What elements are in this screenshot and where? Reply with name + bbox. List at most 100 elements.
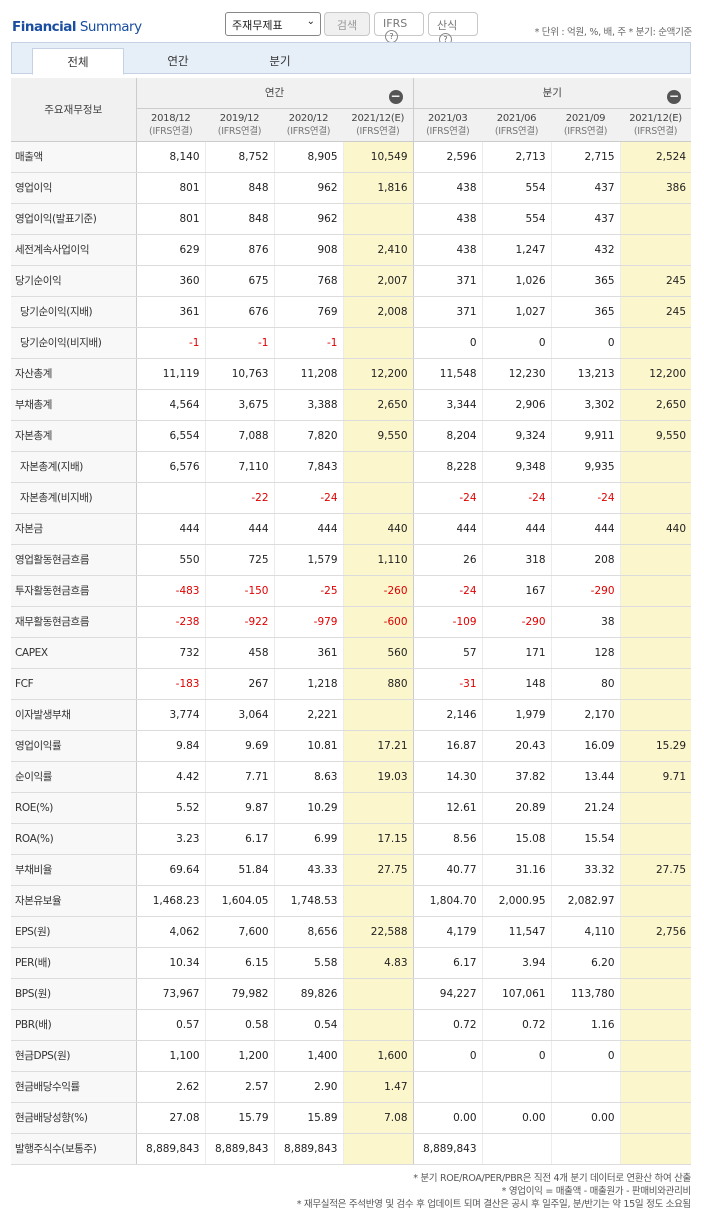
table-row: 순이익률 4.42 7.71 8.63 19.03 14.30 37.82 13.44 9.71 <box>11 761 692 793</box>
table-row: EPS(원) 4,062 7,600 8,656 22,588 4,179 11,547 4,… <box>11 916 692 948</box>
table-cell: 438 <box>412 172 483 204</box>
table-cell: 801 <box>135 172 205 204</box>
table-cell: 245 <box>619 265 692 297</box>
table-cell: 6.15 <box>204 947 274 979</box>
table-cell <box>481 1133 552 1165</box>
ifrs-help-button[interactable]: IFRS? <box>374 12 424 43</box>
row-label: 현금DPS(원) <box>11 1040 137 1072</box>
table-cell: 16.09 <box>550 730 621 762</box>
table-cell <box>342 1133 414 1165</box>
table-cell <box>619 885 692 917</box>
table-cell: 675 <box>204 265 274 297</box>
table-cell: 2,650 <box>619 389 692 421</box>
table-row: 이자발생부채 3,774 3,064 2,221 2,146 1,979 2,170 <box>11 699 692 731</box>
financial-summary-table: 주요재무정보 연간 − 분기 − 2018/12 (IFRS연결) 2019/12(… <box>11 78 692 1165</box>
collapse-annual-icon[interactable]: − <box>388 89 403 104</box>
table-cell <box>342 792 414 824</box>
collapse-quarter-icon[interactable]: − <box>667 89 682 104</box>
table-cell <box>342 482 414 514</box>
table-row: 영업이익률 9.84 9.69 10.81 17.21 16.87 20.43 16.09 15… <box>11 730 692 762</box>
table-cell: 0 <box>412 327 483 359</box>
table-cell: 2,170 <box>550 699 621 731</box>
table-cell: 1,468.23 <box>135 885 205 917</box>
table-row: ROE(%) 5.52 9.87 10.29 12.61 20.89 21.24 <box>11 792 692 824</box>
table-cell: 9,550 <box>619 420 692 452</box>
table-cell: 4,564 <box>135 389 205 421</box>
column-period: 2021/12(E) <box>629 112 682 124</box>
table-cell: 908 <box>273 234 343 266</box>
tab-all[interactable]: 전체 <box>32 48 124 75</box>
table-cell <box>342 885 414 917</box>
table-cell: 1,748.53 <box>273 885 343 917</box>
table-cell: 438 <box>412 203 483 235</box>
footnote: * 분기 ROE/ROA/PER/PBR은 직전 4개 분기 데이터로 연환산 … <box>413 1173 691 1184</box>
table-cell: -22 <box>204 482 274 514</box>
table-cell <box>619 1009 692 1041</box>
table-cell: -24 <box>550 482 621 514</box>
table-cell: -183 <box>135 668 205 700</box>
table-cell: 3,302 <box>550 389 621 421</box>
table-cell: 13.44 <box>550 761 621 793</box>
table-cell: 6.17 <box>412 947 483 979</box>
table-cell <box>619 1071 692 1103</box>
table-row: 재무활동현금흐름 -238 -922 -979 -600 -109 -290 38 <box>11 606 692 638</box>
table-cell: 9,348 <box>481 451 552 483</box>
table-cell: 438 <box>412 234 483 266</box>
table-cell: 27.75 <box>619 854 692 886</box>
table-cell <box>619 203 692 235</box>
tab-quarterly[interactable]: 분기 <box>269 54 291 68</box>
column-header: 2019/12 (IFRS연결) <box>205 108 274 142</box>
tab-annual[interactable]: 연간 <box>167 54 189 68</box>
row-label: 당기순이익(지배) <box>11 296 137 328</box>
section-title: Financial Summary <box>12 19 142 35</box>
table-cell: 962 <box>273 203 343 235</box>
table-cell <box>619 1133 692 1165</box>
search-button[interactable]: 검색 <box>324 12 370 36</box>
row-label: 현금배당성향(%) <box>11 1102 137 1134</box>
table-cell: 0.57 <box>135 1009 205 1041</box>
table-cell <box>619 606 692 638</box>
table-cell: 1,979 <box>481 699 552 731</box>
column-header: 2021/09 (IFRS연결) <box>551 108 621 142</box>
table-row: 투자활동현금흐름 -483 -150 -25 -260 -24 167 -290 <box>11 575 692 607</box>
formula-help-button[interactable]: 산식? <box>428 12 478 46</box>
table-cell: 0 <box>550 1040 621 1072</box>
table-cell: 2,650 <box>342 389 414 421</box>
table-cell: 4,062 <box>135 916 205 948</box>
table-cell <box>619 327 692 359</box>
row-label: 자본총계(비지배) <box>11 482 137 514</box>
table-cell: 0 <box>412 1040 483 1072</box>
table-cell: 171 <box>481 637 552 669</box>
row-label: 당기순이익 <box>11 265 137 297</box>
row-label: 부채총계 <box>11 389 137 421</box>
table-row: 당기순이익(비지배) -1 -1 -1 0 0 0 <box>11 327 692 359</box>
table-cell: 51.84 <box>204 854 274 886</box>
table-cell: 550 <box>135 544 205 576</box>
table-cell <box>619 482 692 514</box>
table-cell: 6,576 <box>135 451 205 483</box>
statement-type-select[interactable]: 주재무제표 ⌄ <box>225 12 321 36</box>
table-cell: -24 <box>273 482 343 514</box>
table-cell: 8,889,843 <box>273 1133 343 1165</box>
column-header: 2020/12 (IFRS연결) <box>274 108 343 142</box>
table-cell: 11,548 <box>412 358 483 390</box>
table-row: 부채비율 69.64 51.84 43.33 27.75 40.77 31.16 33.32 2… <box>11 854 692 886</box>
table-cell: 9.87 <box>204 792 274 824</box>
table-cell: 2,082.97 <box>550 885 621 917</box>
table-cell: 15.79 <box>204 1102 274 1134</box>
table-cell: 9,935 <box>550 451 621 483</box>
table-cell <box>342 699 414 731</box>
table-cell <box>619 1040 692 1072</box>
table-cell: 2,146 <box>412 699 483 731</box>
table-cell: 31.16 <box>481 854 552 886</box>
column-basis: (IFRS연결) <box>494 125 539 137</box>
table-row: CAPEX 732 458 361 560 57 171 128 <box>11 637 692 669</box>
table-cell: 5.52 <box>135 792 205 824</box>
table-cell: 1,600 <box>342 1040 414 1072</box>
table-cell: 1,218 <box>273 668 343 700</box>
table-cell: 10,549 <box>342 141 414 173</box>
table-cell: 2.62 <box>135 1071 205 1103</box>
table-cell: 2,410 <box>342 234 414 266</box>
table-cell: 1,816 <box>342 172 414 204</box>
table-cell: 9,911 <box>550 420 621 452</box>
